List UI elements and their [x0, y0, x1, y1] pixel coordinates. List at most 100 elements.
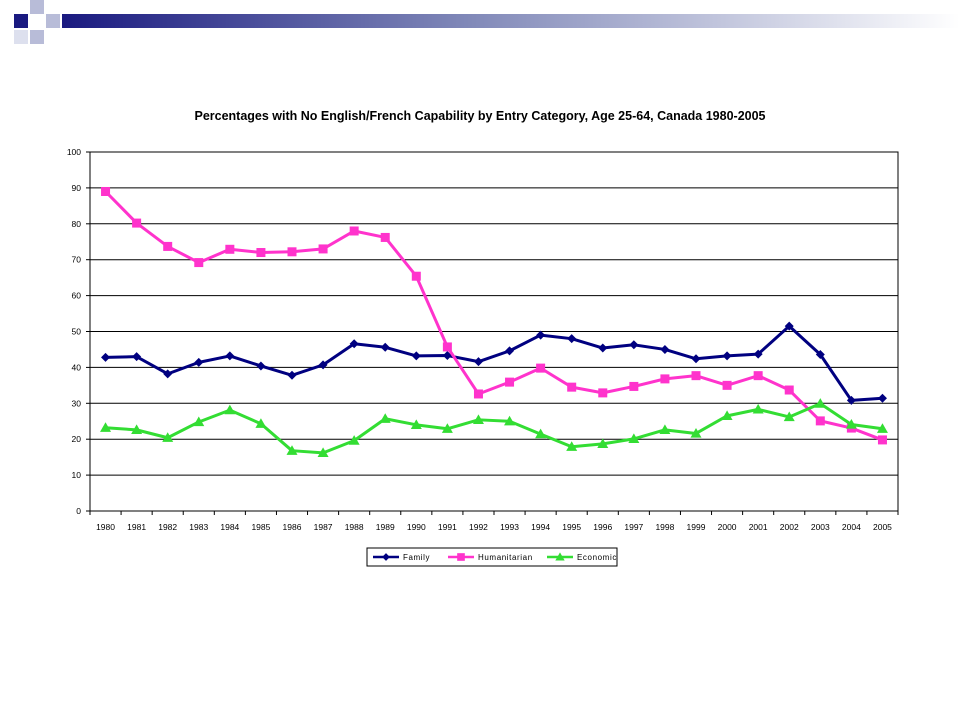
legend-marker-economic	[555, 552, 565, 561]
data-point-economic-1984	[224, 404, 236, 415]
data-point-economic-1980	[100, 422, 112, 432]
data-point-family-1995	[567, 334, 577, 344]
data-point-humanitarian-1993	[505, 377, 515, 387]
header-square-light-4	[14, 30, 28, 44]
data-point-economic-1983	[193, 416, 205, 427]
x-tick-label-1992: 1992	[469, 522, 488, 532]
data-point-family-1980	[101, 352, 111, 362]
x-tick-label-2004: 2004	[842, 522, 861, 532]
x-axis-ticks: 1980 1981 1982 1983 1984 1985 1986 1987 1988 1989…	[89, 511, 899, 532]
x-tick-label-1994: 1994	[531, 522, 550, 532]
data-point-humanitarian-2000	[722, 380, 732, 390]
data-point-humanitarian-1990	[411, 271, 421, 281]
y-tick-label: 40	[72, 362, 82, 372]
data-point-economic-1989	[379, 413, 391, 423]
y-axis-ticks: 0 10 20 30 40 50 60 70 80 90 100	[67, 147, 90, 516]
data-point-economic-1991	[441, 423, 453, 433]
data-point-family-1999	[691, 354, 701, 364]
series-line-family	[105, 324, 883, 402]
data-point-economic-1993	[504, 415, 516, 426]
data-point-humanitarian-1984	[225, 244, 235, 254]
x-tick-label-2003: 2003	[811, 522, 830, 532]
y-tick-label: 70	[72, 255, 82, 265]
legend-label-economic: Economic	[577, 553, 617, 562]
header-square-light-3	[30, 30, 44, 44]
data-point-family-2001	[753, 349, 763, 359]
data-point-humanitarian-1986	[287, 247, 297, 257]
data-point-family-1982	[163, 369, 173, 379]
data-point-family-1993	[505, 346, 515, 356]
chart-gridlines	[90, 151, 898, 476]
legend-label-family: Family	[403, 553, 430, 562]
data-point-family-1996	[598, 343, 608, 353]
data-point-economic-2000	[721, 410, 733, 420]
y-tick-label: 30	[72, 398, 82, 408]
data-point-economic-1997	[628, 433, 640, 443]
x-tick-label-1990: 1990	[407, 522, 426, 532]
x-tick-label-2002: 2002	[780, 522, 799, 532]
data-point-humanitarian-1980	[101, 186, 111, 196]
data-point-family-1985	[256, 361, 266, 371]
series-line-humanitarian	[104, 190, 883, 442]
data-point-economic-2004	[845, 418, 857, 429]
y-tick-label: 10	[72, 470, 82, 480]
data-point-humanitarian-1989	[380, 232, 390, 242]
x-tick-label-1995: 1995	[562, 522, 581, 532]
x-tick-label-1982: 1982	[158, 522, 177, 532]
data-point-economic-1990	[410, 419, 422, 429]
data-point-family-1994	[536, 330, 546, 340]
data-point-humanitarian-1987	[318, 244, 328, 254]
data-point-economic-1982	[162, 432, 174, 442]
x-tick-label-2000: 2000	[718, 522, 737, 532]
y-tick-label: 60	[72, 291, 82, 301]
plot-area-frame	[89, 151, 899, 512]
x-tick-label-1993: 1993	[500, 522, 519, 532]
data-point-humanitarian-1999	[691, 371, 701, 381]
y-tick-label: 50	[72, 327, 82, 337]
data-point-economic-1995	[566, 441, 578, 451]
data-point-family-1986	[287, 370, 297, 380]
series-family	[101, 321, 887, 405]
data-point-economic-1981	[131, 424, 143, 434]
data-point-humanitarian-1988	[349, 226, 359, 236]
chart-series	[100, 186, 888, 457]
data-point-family-2000	[722, 351, 732, 361]
data-point-humanitarian-1998	[660, 374, 670, 384]
header-gradient-bar	[62, 14, 960, 28]
data-point-humanitarian-1983	[194, 258, 204, 268]
data-point-humanitarian-1996	[598, 388, 608, 398]
data-point-economic-2002	[783, 411, 795, 422]
data-point-economic-1988	[348, 435, 360, 445]
data-point-humanitarian-1981	[132, 218, 142, 228]
header-square-light-2	[46, 14, 60, 28]
data-point-family-1983	[194, 357, 204, 367]
data-point-family-2003	[815, 349, 825, 359]
data-point-humanitarian-2001	[753, 371, 763, 381]
x-tick-label-1991: 1991	[438, 522, 457, 532]
y-tick-label: 0	[76, 506, 81, 516]
series-line-economic	[105, 402, 883, 455]
data-point-humanitarian-1995	[567, 382, 577, 392]
data-point-economic-1999	[690, 427, 702, 438]
x-tick-label-2001: 2001	[749, 522, 768, 532]
chart-legend: Family Humanitarian Economic	[366, 547, 618, 567]
header-square-dark	[14, 14, 28, 28]
data-point-humanitarian-1982	[163, 241, 173, 251]
data-point-family-1987	[318, 360, 328, 370]
legend-label-humanitarian: Humanitarian	[478, 553, 533, 562]
data-point-humanitarian-2005	[877, 435, 887, 445]
series-humanitarian	[101, 186, 887, 445]
x-tick-label-1987: 1987	[314, 522, 333, 532]
data-point-family-1988	[349, 339, 359, 349]
x-tick-label-1997: 1997	[624, 522, 643, 532]
data-point-humanitarian-2002	[784, 385, 794, 395]
data-point-humanitarian-1997	[629, 381, 639, 391]
data-point-family-1998	[660, 344, 670, 354]
data-point-economic-1992	[472, 414, 484, 424]
legend-item-economic: Economic	[547, 552, 617, 562]
data-point-family-2004	[846, 395, 856, 405]
data-point-economic-1996	[597, 438, 609, 448]
legend-item-family: Family	[373, 553, 430, 562]
legend-item-humanitarian: Humanitarian	[448, 553, 533, 562]
x-tick-label-1986: 1986	[283, 522, 302, 532]
